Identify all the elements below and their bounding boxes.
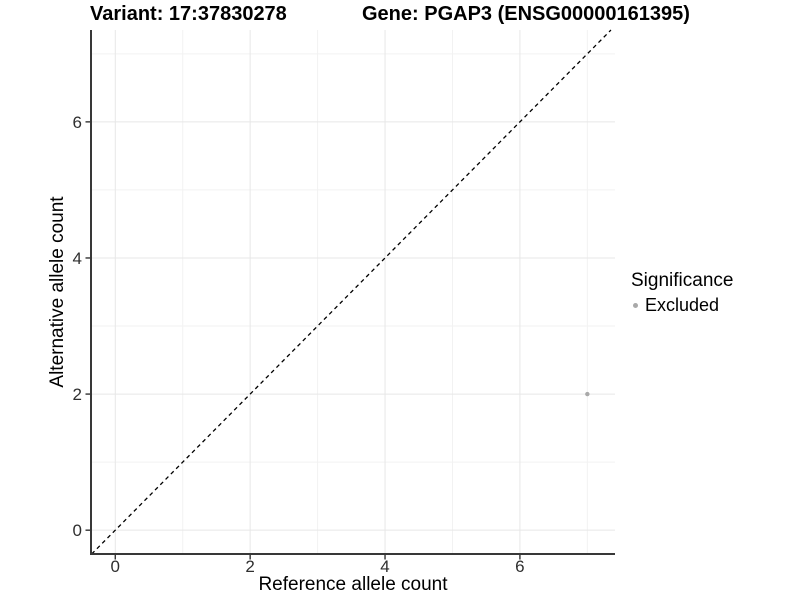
svg-text:0: 0 [111,557,120,576]
svg-text:0: 0 [73,521,82,540]
svg-text:2: 2 [245,557,254,576]
legend-entry-excluded: Excluded [633,295,733,316]
svg-text:4: 4 [380,557,389,576]
legend-title: Significance [631,270,734,291]
y-axis-label: Alternative allele count [47,196,68,388]
excluded-point-icon [633,303,638,308]
svg-text:4: 4 [73,249,82,268]
plot-title-gene: Gene: PGAP3 (ENSG00000161395) [362,3,690,25]
x-axis-label: Reference allele count [258,574,448,595]
legend: Significance Excluded [631,270,733,316]
svg-text:6: 6 [515,557,524,576]
plot-title-variant: Variant: 17:37830278 [90,3,287,25]
svg-text:6: 6 [73,113,82,132]
legend-entry-label: Excluded [645,295,720,315]
svg-text:2: 2 [73,385,82,404]
